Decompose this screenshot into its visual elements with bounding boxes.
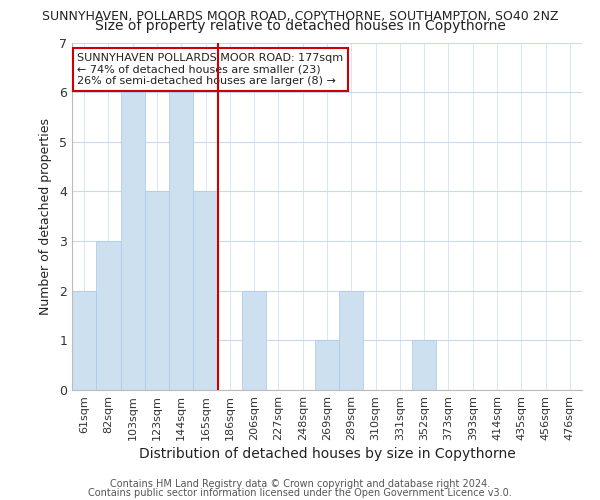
Bar (72, 290, 96, 390)
Bar (96, 241, 121, 390)
Text: SUNNYHAVEN, POLLARDS MOOR ROAD, COPYTHORNE, SOUTHAMPTON, SO40 2NZ: SUNNYHAVEN, POLLARDS MOOR ROAD, COPYTHOR… (42, 10, 558, 23)
Text: Contains HM Land Registry data © Crown copyright and database right 2024.: Contains HM Land Registry data © Crown c… (110, 479, 490, 489)
Bar (339, 290, 364, 390)
Bar (315, 340, 339, 390)
Bar (193, 192, 218, 390)
Bar (412, 340, 436, 390)
Text: Size of property relative to detached houses in Copythorne: Size of property relative to detached ho… (95, 19, 505, 33)
Bar (169, 92, 193, 390)
Bar (121, 92, 145, 390)
Y-axis label: Number of detached properties: Number of detached properties (39, 118, 52, 315)
Bar (242, 290, 266, 390)
Text: Contains public sector information licensed under the Open Government Licence v3: Contains public sector information licen… (88, 488, 512, 498)
Text: SUNNYHAVEN POLLARDS MOOR ROAD: 177sqm
← 74% of detached houses are smaller (23)
: SUNNYHAVEN POLLARDS MOOR ROAD: 177sqm ← … (77, 53, 343, 86)
Bar (145, 192, 169, 390)
X-axis label: Distribution of detached houses by size in Copythorne: Distribution of detached houses by size … (139, 447, 515, 461)
